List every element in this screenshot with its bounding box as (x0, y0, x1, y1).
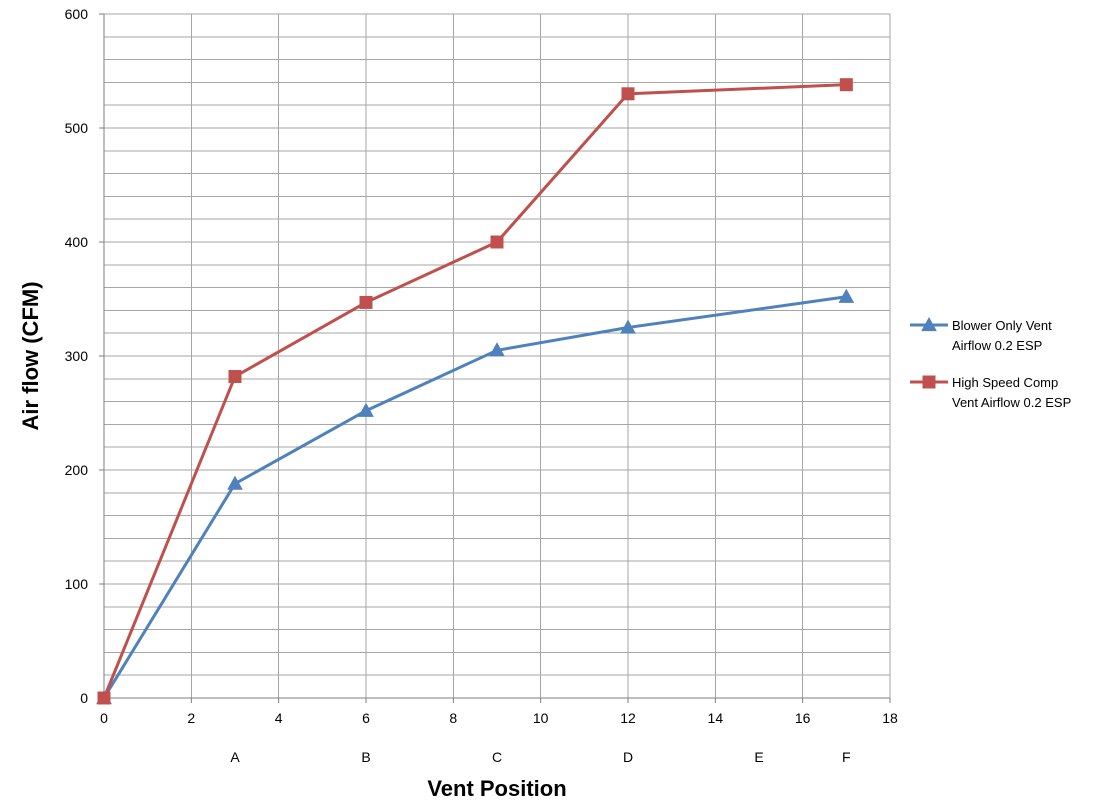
y-axis-title: Air flow (CFM) (18, 281, 43, 430)
legend-label: Blower Only Vent (952, 318, 1052, 333)
legend-entry-1: Blower Only Vent Airflow 0.2 ESP (910, 316, 1052, 353)
x-tick-label: 10 (533, 710, 549, 726)
x-tick-label: 16 (795, 710, 811, 726)
grid (103, 13, 891, 699)
series-line (102, 83, 847, 699)
data-point (620, 319, 636, 334)
data-point (839, 78, 853, 92)
legend: Blower Only Vent Airflow 0.2 ESP High Spee… (910, 316, 1071, 410)
series-layer (96, 78, 855, 705)
legend-marker (921, 316, 937, 332)
legend-marker (922, 375, 936, 389)
data-point (228, 370, 242, 384)
legend-label: High Speed Comp (952, 375, 1058, 390)
legend-entry-2: High Speed Comp Vent Airflow 0.2 ESP (910, 375, 1071, 410)
legend-label: Vent Airflow 0.2 ESP (952, 395, 1071, 410)
x-tick-label: 4 (275, 710, 283, 726)
category-label: A (230, 749, 240, 765)
series-line (102, 295, 847, 699)
data-point (489, 342, 505, 357)
category-label: E (754, 749, 763, 765)
y-tick-label: 300 (65, 348, 89, 364)
data-point (838, 288, 855, 303)
y-tick-label: 600 (65, 6, 89, 22)
series-2 (97, 78, 853, 705)
data-point (227, 475, 243, 490)
category-label: B (361, 749, 370, 765)
x-tick-label: 18 (882, 710, 898, 726)
y-tick-label: 100 (65, 576, 89, 592)
tick-labels: 0 100 200 300 400 500 600 0 2 4 6 8 10 12 14 16 18 A B C D E F (65, 6, 898, 765)
x-axis-title: Vent Position (427, 776, 566, 801)
x-tick-label: 8 (449, 710, 457, 726)
data-point (359, 295, 373, 309)
x-tick-label: 12 (620, 710, 636, 726)
category-label: D (623, 749, 633, 765)
x-tick-label: 0 (100, 710, 108, 726)
legend-label: Airflow 0.2 ESP (952, 338, 1042, 353)
x-tick-label: 14 (708, 710, 724, 726)
category-label: F (842, 749, 851, 765)
y-tick-label: 0 (80, 690, 88, 706)
x-tick-label: 2 (187, 710, 195, 726)
x-tick-label: 6 (362, 710, 370, 726)
data-point (97, 691, 111, 705)
data-point (490, 235, 504, 249)
category-label: C (492, 749, 502, 765)
y-tick-label: 200 (65, 462, 89, 478)
y-tick-label: 400 (65, 234, 89, 250)
data-point (621, 87, 635, 101)
y-tick-label: 500 (65, 120, 89, 136)
data-point (358, 402, 374, 417)
